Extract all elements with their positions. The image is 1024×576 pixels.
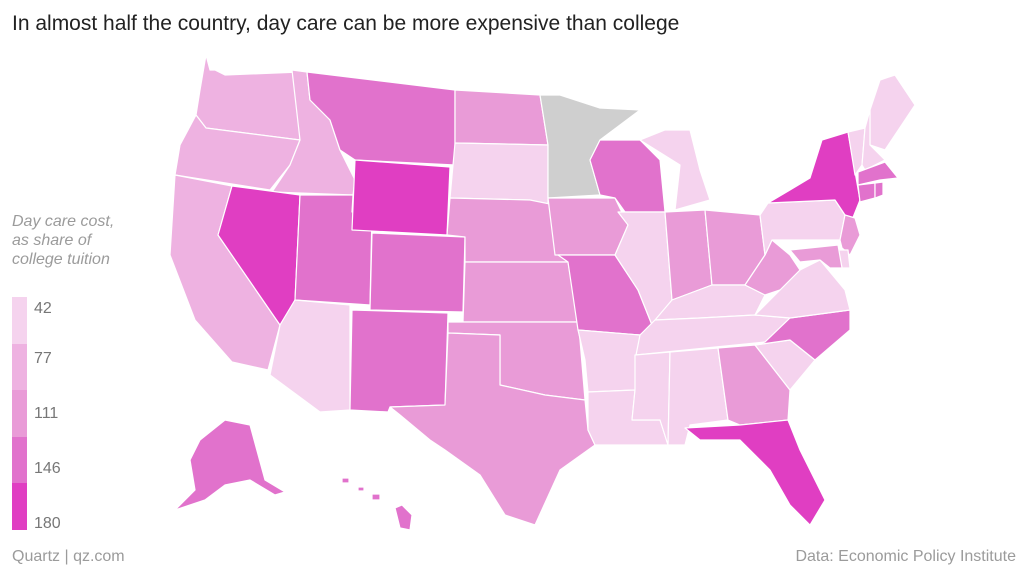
legend-swatch-5 (12, 483, 27, 530)
state-florida (684, 419, 826, 526)
legend-title-line-3: college tuition (12, 251, 110, 268)
state-rhode-island (874, 181, 884, 199)
legend-swatch-4 (12, 436, 27, 484)
state-kansas (462, 261, 579, 323)
state-arkansas (577, 329, 641, 393)
state-maryland (789, 244, 843, 269)
state-indiana (664, 209, 713, 301)
legend-swatch-1 (12, 297, 27, 344)
state-alaska (174, 419, 286, 511)
legend-tick-label: 42 (34, 300, 52, 317)
legend-swatch-3 (12, 390, 27, 437)
state-hawaii (341, 477, 413, 531)
state-michigan (639, 129, 711, 211)
legend-tick-label: 111 (34, 405, 59, 422)
source-credit: Quartz | qz.com (12, 548, 125, 565)
state-colorado (369, 232, 466, 313)
data-source: Data: Economic Policy Institute (795, 548, 1016, 565)
legend-tick-label: 146 (34, 460, 61, 477)
state-maine (869, 74, 916, 151)
legend-tick-label: 180 (34, 515, 61, 532)
state-connecticut (857, 182, 876, 203)
legend-color-bar (12, 297, 27, 530)
state-iowa (547, 197, 629, 256)
legend-tick-label: 77 (34, 350, 52, 367)
legend-title-line-1: Day care cost, (12, 213, 115, 230)
state-new-jersey (839, 214, 861, 256)
legend-title: Day care cost, as share of college tuiti… (12, 212, 152, 269)
state-massachusetts (857, 161, 899, 186)
state-arizona (269, 299, 351, 413)
state-north-dakota (454, 89, 549, 146)
legend-swatch-2 (12, 343, 27, 391)
state-new-hampshire (861, 109, 886, 171)
legend-title-line-2: as share of (12, 232, 92, 249)
state-wyoming (351, 159, 451, 236)
state-south-dakota (449, 142, 549, 206)
state-texas (389, 332, 596, 526)
state-washington (195, 54, 301, 141)
state-new-mexico (349, 309, 449, 413)
state-oregon (174, 114, 301, 191)
chart-title: In almost half the country, day care can… (12, 12, 680, 35)
